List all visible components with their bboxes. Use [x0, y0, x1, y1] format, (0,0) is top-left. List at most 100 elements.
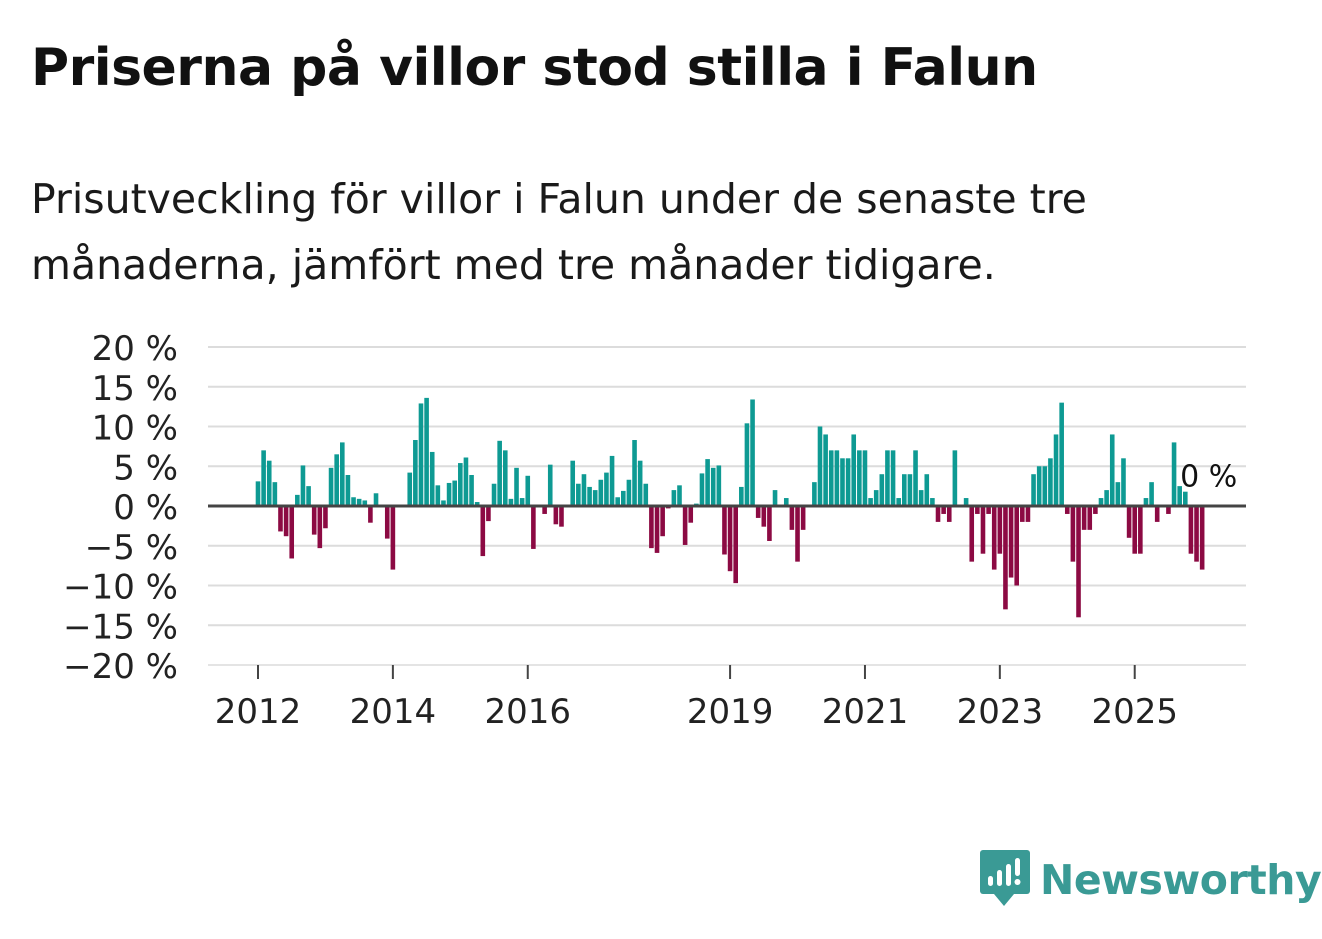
bar — [334, 454, 339, 506]
y-tick-label: 15 % — [92, 369, 178, 409]
bar — [890, 450, 896, 506]
bar — [1093, 506, 1098, 514]
bar — [1031, 474, 1036, 506]
bar — [502, 450, 508, 506]
bar — [963, 498, 969, 506]
bar — [581, 474, 587, 506]
bar — [1132, 506, 1138, 554]
bar — [356, 498, 362, 506]
bar — [328, 467, 334, 506]
bar-chart: 20 %15 %10 %5 %0 %−5 %−10 %−15 %−20 % 20… — [63, 329, 1246, 732]
bar — [1143, 498, 1149, 506]
bar — [255, 481, 261, 506]
x-tick-label: 2023 — [957, 692, 1044, 732]
bar — [1177, 486, 1182, 506]
bar — [975, 506, 980, 514]
bar — [845, 458, 851, 506]
bar — [750, 399, 755, 506]
bar — [637, 460, 643, 506]
bar — [913, 450, 918, 506]
bar — [744, 423, 750, 506]
bar — [1087, 506, 1093, 530]
bar — [1183, 491, 1188, 506]
bar — [834, 450, 840, 506]
bar — [1076, 506, 1081, 618]
bar — [1042, 466, 1048, 506]
bar — [851, 434, 857, 506]
bar — [907, 474, 913, 506]
bar — [682, 506, 688, 545]
brand-name: Newsworthy — [1040, 856, 1322, 904]
bar — [390, 506, 396, 570]
bar — [1081, 506, 1087, 530]
bar — [491, 483, 497, 506]
bar — [896, 498, 901, 506]
y-tick-label: 0 % — [113, 488, 178, 528]
bar — [727, 506, 733, 572]
bar — [868, 498, 873, 506]
chart-subtitle: Prisutveckling för villor i Falun under … — [31, 175, 1087, 289]
bar — [300, 465, 306, 506]
bar — [1048, 458, 1053, 506]
x-tick-label: 2021 — [822, 692, 909, 732]
bar — [885, 450, 890, 506]
bar — [1036, 466, 1042, 506]
bar — [654, 506, 660, 553]
bar — [1070, 506, 1076, 562]
bar — [772, 490, 778, 506]
y-tick-label: −15 % — [63, 607, 178, 647]
chart-title: Priserna på villor stod stilla i Falun — [31, 38, 1038, 98]
bar — [1020, 506, 1025, 522]
bar — [828, 450, 834, 506]
bar — [643, 483, 649, 506]
bar — [407, 472, 413, 506]
bar — [340, 442, 345, 506]
bar — [1166, 506, 1171, 514]
bar — [519, 498, 525, 506]
bar — [789, 506, 795, 530]
bar — [368, 506, 373, 523]
bars — [255, 397, 1205, 618]
bar — [278, 506, 283, 532]
bar — [559, 506, 564, 527]
bar — [1109, 434, 1115, 506]
bar — [952, 450, 958, 506]
bar — [1064, 506, 1070, 514]
bar — [879, 474, 885, 506]
bar — [1154, 506, 1160, 522]
bar — [486, 506, 491, 522]
bar — [463, 457, 469, 506]
bar — [649, 506, 654, 549]
bar — [373, 493, 379, 506]
bar — [930, 498, 935, 506]
bar — [311, 506, 317, 535]
bar — [345, 474, 351, 506]
bar — [598, 479, 604, 506]
last-value-label: 0 % — [1180, 459, 1237, 494]
y-tick-label: 20 % — [92, 329, 178, 369]
bar — [969, 506, 975, 562]
bar — [609, 455, 615, 506]
bar — [840, 458, 845, 506]
bar — [991, 506, 997, 570]
x-axis-ticks: 2012 2014 2016 2019 2021 2023 2025 — [215, 665, 1178, 732]
bar — [1188, 506, 1194, 554]
bar — [739, 486, 744, 506]
bar — [547, 464, 553, 506]
bar — [272, 482, 278, 506]
bar — [918, 490, 924, 506]
bar — [935, 506, 941, 522]
bar — [261, 450, 266, 506]
bar — [688, 506, 694, 523]
y-tick-label: 5 % — [113, 448, 178, 488]
bar — [441, 500, 446, 506]
bar — [823, 434, 828, 506]
bar — [767, 506, 772, 541]
bar — [576, 483, 581, 506]
bar — [941, 506, 946, 514]
bar — [514, 467, 519, 506]
bar — [710, 467, 716, 506]
bar — [733, 506, 738, 584]
newsworthy-logo[interactable]: Newsworthy — [980, 850, 1322, 910]
bar — [902, 474, 907, 506]
